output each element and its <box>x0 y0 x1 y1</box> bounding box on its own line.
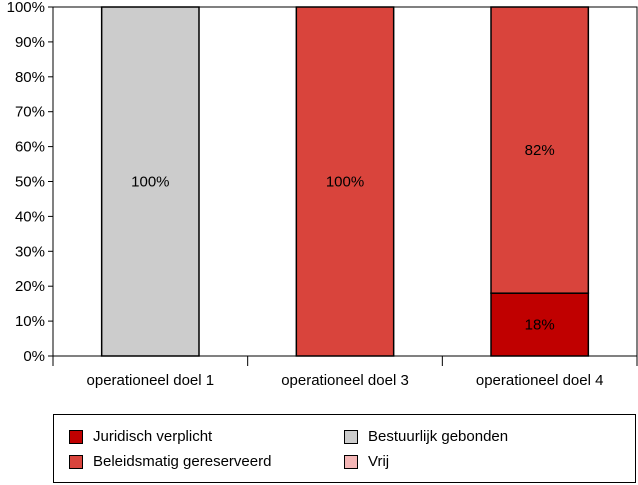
legend-swatch-beleidsmatig-gereserveerd <box>69 454 83 469</box>
data-label-operationeel-doel-1-bestuurlijk-gebonden: 100% <box>131 174 169 191</box>
legend-item-beleidsmatig-gereserveerd: Beleidsmatig gereserveerd <box>69 453 271 470</box>
legend-item-juridisch-verplicht: Juridisch verplicht <box>69 428 212 445</box>
y-tick-label: 0% <box>23 348 45 365</box>
y-tick-label: 50% <box>15 174 45 191</box>
y-tick-label: 40% <box>15 208 45 225</box>
data-label-operationeel-doel-3-beleidsmatig-gereserveerd: 100% <box>326 174 364 191</box>
legend-item-bestuurlijk-gebonden: Bestuurlijk gebonden <box>344 428 508 445</box>
legend-swatch-vrij <box>344 454 358 469</box>
bar-operationeel-doel-4-beleidsmatig-gereserveerd <box>490 6 590 294</box>
stacked-bar-chart: 0% 10% 20% 30% 40% 50% 60% 70% 80% 90% 100% operat… <box>7 0 638 389</box>
legend-label-bestuurlijk-gebonden: Bestuurlijk gebonden <box>368 428 509 445</box>
bar-operationeel-doel-4-juridisch-verplicht <box>490 292 590 357</box>
y-tick-label: 60% <box>15 139 45 156</box>
legend-swatch-bestuurlijk-gebonden <box>344 429 358 444</box>
legend-label-beleidsmatig-gereserveerd: Beleidsmatig gereserveerd <box>93 453 272 470</box>
x-tick-label-operationeel-doel-4: operationeel doel 4 <box>476 372 604 389</box>
x-tick-label-operationeel-doel-1: operationeel doel 1 <box>87 372 215 389</box>
y-axis: 0% 10% 20% 30% 40% 50% 60% 70% 80% 90% 100% <box>7 0 53 365</box>
legend: Juridisch verplicht Bestuurlijk gebonden… <box>53 414 636 483</box>
y-tick-label: 70% <box>15 104 45 121</box>
x-axis: operationeel doel 1 operationeel doel 3 op… <box>52 356 638 389</box>
y-tick-label: 90% <box>15 34 45 51</box>
data-label-operationeel-doel-4-juridisch-verplicht: 18% <box>525 317 555 334</box>
bar-operationeel-doel-1-bestuurlijk-gebonden <box>100 6 200 357</box>
y-tick-label: 30% <box>15 243 45 260</box>
legend-label-juridisch-verplicht: Juridisch verplicht <box>93 428 213 445</box>
x-tick-label-operationeel-doel-3: operationeel doel 3 <box>281 372 409 389</box>
bar-operationeel-doel-3-beleidsmatig-gereserveerd <box>295 6 395 357</box>
legend-item-vrij: Vrij <box>344 453 389 470</box>
y-tick-label: 20% <box>15 278 45 295</box>
data-label-operationeel-doel-4-beleidsmatig-gereserveerd: 82% <box>525 142 555 159</box>
y-tick-label: 100% <box>7 0 45 16</box>
y-tick-label: 80% <box>15 69 45 86</box>
bars: 100% 100% 18% 82% <box>100 6 590 357</box>
y-tick-label: 10% <box>15 313 45 330</box>
legend-label-vrij: Vrij <box>368 453 390 470</box>
legend-swatch-juridisch-verplicht <box>69 429 83 444</box>
